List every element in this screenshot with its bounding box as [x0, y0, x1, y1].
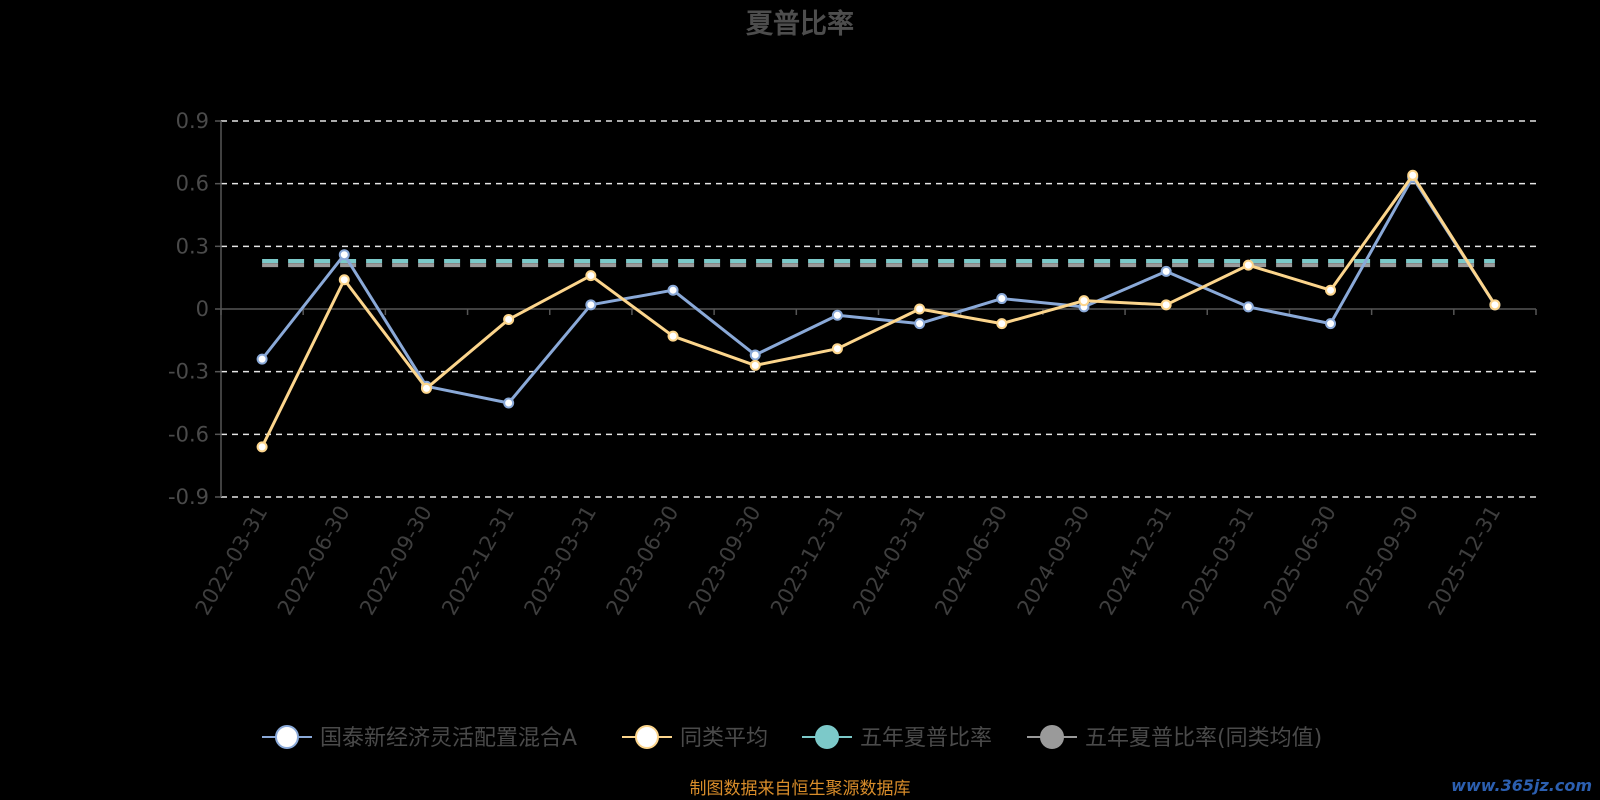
y-axis-ticks: 0.9 0.6 0.3 0 -0.3 -0.6 -0.9 — [168, 109, 221, 509]
chart-title: 夏普比率 — [746, 8, 854, 40]
data-point — [1078, 295, 1090, 307]
data-point — [996, 293, 1008, 305]
y-tick-label: -0.3 — [168, 360, 209, 384]
y-tick-label: 0.6 — [176, 172, 209, 196]
data-point — [420, 382, 432, 394]
x-tick-label: 2023-12-31 — [766, 502, 848, 620]
legend-item[interactable]: 同类平均 — [622, 725, 768, 751]
x-tick-label: 2024-03-31 — [848, 502, 930, 620]
y-tick-label: 0 — [196, 297, 209, 321]
y-tick-label: -0.9 — [168, 485, 209, 509]
y-tick-label: -0.6 — [168, 422, 209, 446]
legend-label: 五年夏普比率(同类均值) — [1085, 726, 1322, 751]
data-source-note: 制图数据来自恒生聚源数据库 — [690, 779, 911, 799]
data-point — [256, 441, 268, 453]
x-tick-label: 2025-09-30 — [1341, 502, 1423, 620]
data-point — [1242, 301, 1254, 313]
y-tick-label: 0.9 — [176, 109, 209, 133]
legend-item[interactable]: 五年夏普比率 — [802, 725, 992, 751]
x-tick-label: 2022-03-31 — [191, 502, 273, 620]
series-lines — [256, 169, 1501, 453]
x-tick-label: 2024-09-30 — [1012, 502, 1094, 620]
data-point — [338, 274, 350, 286]
data-point — [585, 299, 597, 311]
data-point — [503, 313, 515, 325]
watermark: www.365jz.com — [1451, 776, 1592, 795]
x-tick-label: 2022-09-30 — [355, 502, 437, 620]
legend-item[interactable]: 五年夏普比率(同类均值) — [1027, 725, 1322, 751]
x-tick-label: 2024-06-30 — [930, 502, 1012, 620]
legend-marker — [275, 725, 299, 749]
data-point — [996, 318, 1008, 330]
data-point — [503, 397, 515, 409]
data-point — [914, 303, 926, 315]
data-point — [749, 349, 761, 361]
data-point — [585, 270, 597, 282]
x-tick-label: 2022-12-31 — [437, 502, 519, 620]
data-point — [256, 353, 268, 365]
data-point — [914, 318, 926, 330]
data-point — [1489, 299, 1501, 311]
data-point — [1407, 169, 1419, 181]
x-tick-label: 2023-09-30 — [684, 502, 766, 620]
data-point — [1325, 284, 1337, 296]
x-tick-label: 2023-06-30 — [602, 502, 684, 620]
x-tick-label: 2023-03-31 — [519, 502, 601, 620]
data-point — [1160, 299, 1172, 311]
x-tick-label: 2025-12-31 — [1423, 502, 1505, 620]
data-point — [749, 359, 761, 371]
legend-item[interactable]: 国泰新经济灵活配置混合A — [262, 725, 577, 751]
data-point — [1242, 259, 1254, 271]
x-tick-label: 2025-03-31 — [1177, 502, 1259, 620]
legend-marker — [1040, 725, 1064, 749]
legend-label: 同类平均 — [680, 726, 768, 751]
legend-marker — [815, 725, 839, 749]
x-axis-ticks: 2022-03-31 2022-06-30 2022-09-30 2022-12-31… — [191, 502, 1506, 620]
series-line — [260, 175, 1497, 405]
data-point — [1325, 318, 1337, 330]
data-point — [667, 284, 679, 296]
legend[interactable]: 国泰新经济灵活配置混合A 同类平均 五年夏普比率 五年夏普比率(同类均值) — [262, 725, 1322, 751]
series-line — [260, 173, 1497, 448]
data-point — [831, 343, 843, 355]
data-point — [831, 309, 843, 321]
data-point — [1160, 265, 1172, 277]
reference-lines — [262, 258, 1495, 268]
data-point — [338, 249, 350, 261]
data-point — [667, 330, 679, 342]
x-tick-label: 2022-06-30 — [273, 502, 355, 620]
x-tick-label: 2024-12-31 — [1095, 502, 1177, 620]
legend-marker — [635, 725, 659, 749]
legend-label: 国泰新经济灵活配置混合A — [320, 726, 577, 751]
y-tick-label: 0.3 — [176, 234, 209, 258]
legend-label: 五年夏普比率 — [860, 726, 992, 751]
x-tick-label: 2025-06-30 — [1259, 502, 1341, 620]
